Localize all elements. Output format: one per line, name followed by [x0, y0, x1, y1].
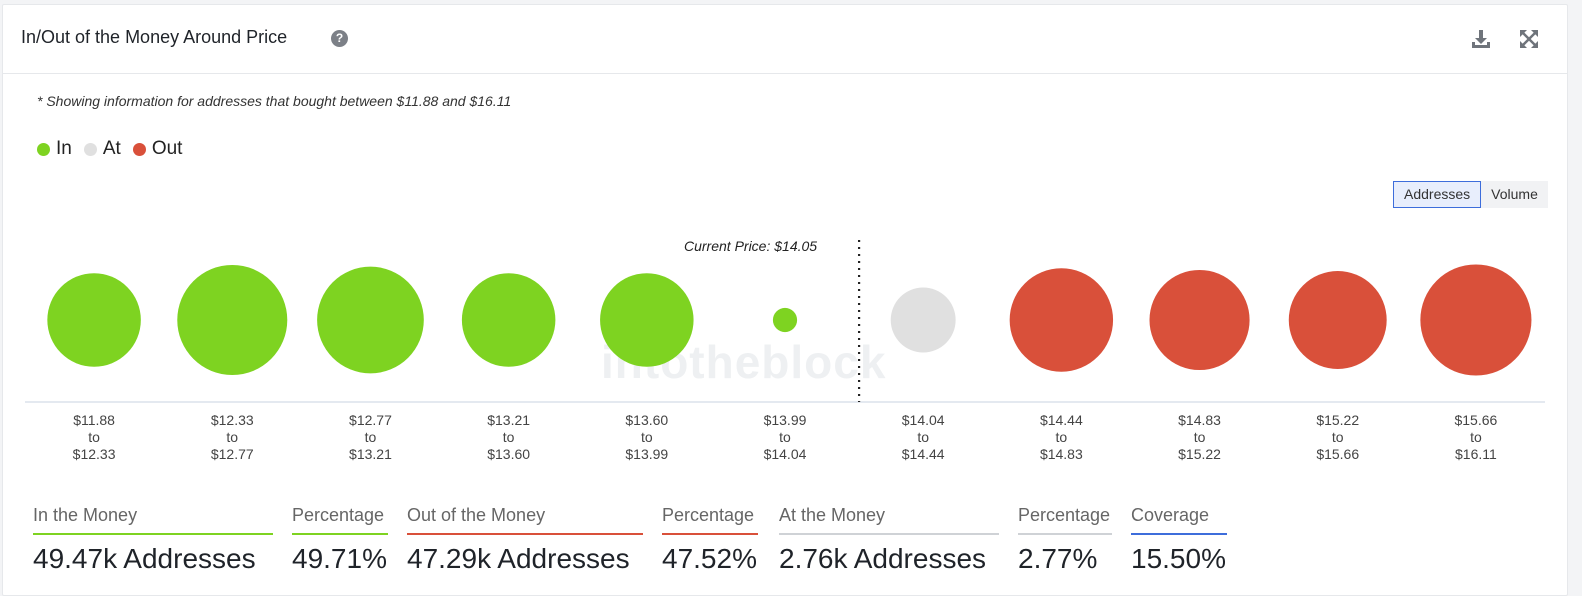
bubble-in[interactable]	[600, 273, 694, 367]
stat-value: 49.47k Addresses	[33, 543, 256, 574]
bucket-label: $15.66	[1316, 446, 1359, 462]
bucket-label: to	[226, 429, 238, 445]
stat-label: Percentage	[662, 505, 758, 535]
bucket-label: $15.22	[1178, 446, 1221, 462]
bucket-label: to	[1470, 429, 1482, 445]
bubble-in[interactable]	[47, 273, 141, 367]
stat-value: 15.50%	[1131, 543, 1226, 574]
stat-label: Out of the Money	[407, 505, 643, 535]
stat-label: Percentage	[1018, 505, 1112, 535]
stat-label: Percentage	[292, 505, 388, 535]
stat-value: 2.76k Addresses	[779, 543, 987, 574]
bucket-label: to	[1056, 429, 1068, 445]
chart-card: In/Out of the Money Around Price ? * Sho…	[2, 4, 1568, 596]
bucket-label: to	[1332, 429, 1344, 445]
bubble-at[interactable]	[890, 287, 956, 353]
bubble-out[interactable]	[1009, 268, 1114, 372]
bucket-label: $16.11	[1455, 446, 1497, 462]
legend-item-at[interactable]: At	[83, 138, 121, 160]
metric-toggle: Addresses Volume	[1393, 181, 1548, 208]
volume-toggle-button[interactable]: Volume	[1481, 181, 1548, 208]
stat-label: Coverage	[1131, 505, 1227, 535]
legend: In At Out	[37, 138, 194, 160]
bubble-in[interactable]	[317, 266, 424, 374]
bucket-label: $14.44	[902, 446, 945, 462]
bucket-label: $12.77	[211, 446, 254, 462]
bucket-label: $13.21	[349, 446, 392, 462]
stat-value: 47.29k Addresses	[407, 543, 630, 574]
bucket-label: $12.33	[73, 446, 116, 462]
bubble-out[interactable]	[1288, 271, 1387, 369]
legend-dot-out	[132, 142, 146, 156]
legend-label-at: At	[102, 138, 121, 159]
bucket-label: $13.60	[625, 412, 668, 428]
bucket-label: to	[917, 429, 929, 445]
bubble-out[interactable]	[1149, 269, 1250, 371]
bucket-label: $15.22	[1316, 412, 1359, 428]
download-icon[interactable]	[1469, 27, 1493, 51]
stat-value: 2.77%	[1018, 543, 1098, 574]
legend-dot-in	[37, 142, 50, 156]
bubble-in[interactable]	[461, 273, 556, 367]
stat-out-of-the-money: Out of the Money 47.29k Addresses	[407, 505, 643, 575]
bucket-label: $15.66	[1454, 412, 1497, 428]
stat-at-percentage: Percentage 2.77%	[1018, 505, 1112, 575]
addresses-toggle-button[interactable]: Addresses	[1393, 181, 1482, 208]
legend-label-out: Out	[151, 138, 183, 159]
bucket-label: $13.99	[764, 412, 807, 428]
stat-value: 47.52%	[662, 543, 757, 574]
bucket-label: $14.04	[764, 446, 807, 462]
stat-value: 49.71%	[292, 543, 387, 574]
bucket-label: to	[779, 429, 791, 445]
bucket-label: to	[641, 429, 653, 445]
bubble-out[interactable]	[1420, 264, 1532, 376]
bucket-label: $13.60	[487, 446, 530, 462]
bucket-label: $14.04	[902, 412, 945, 428]
bucket-label: $12.33	[211, 412, 254, 428]
bucket-label: to	[88, 429, 100, 445]
stat-out-percentage: Percentage 47.52%	[662, 505, 758, 575]
range-note: * Showing information for addresses that…	[37, 93, 512, 109]
current-price-label: Current Price: $14.05	[684, 238, 817, 254]
bucket-label: $11.88	[73, 412, 115, 428]
legend-item-in[interactable]: In	[37, 138, 72, 160]
legend-label-in: In	[56, 138, 72, 159]
bucket-label: $14.83	[1178, 412, 1221, 428]
legend-dot-at	[83, 142, 97, 156]
bucket-label: to	[365, 429, 377, 445]
stat-in-the-money: In the Money 49.47k Addresses	[33, 505, 273, 575]
expand-icon[interactable]	[1517, 27, 1541, 51]
bucket-label: $13.21	[487, 412, 530, 428]
bucket-label: $14.83	[1040, 446, 1083, 462]
stat-in-percentage: Percentage 49.71%	[292, 505, 388, 575]
bucket-label: $13.99	[625, 446, 668, 462]
stat-label: In the Money	[33, 505, 273, 535]
stat-label: At the Money	[779, 505, 999, 535]
stat-at-the-money: At the Money 2.76k Addresses	[779, 505, 999, 575]
card-title: In/Out of the Money Around Price	[21, 27, 288, 47]
bucket-label: to	[1194, 429, 1206, 445]
bubble-in[interactable]	[177, 265, 288, 375]
bubble-in[interactable]	[772, 307, 798, 333]
bucket-label: $14.44	[1040, 412, 1083, 428]
legend-item-out[interactable]: Out	[132, 138, 183, 160]
bucket-label: $12.77	[349, 412, 392, 428]
stat-coverage: Coverage 15.50%	[1131, 505, 1227, 575]
bubble-chart: $11.88to$12.33$12.33to$12.77$12.77to$13.…	[25, 238, 1545, 462]
card-header: In/Out of the Money Around Price ?	[3, 5, 1567, 74]
bucket-label: to	[503, 429, 515, 445]
stats-row: In the Money 49.47k Addresses Percentage…	[3, 505, 1567, 595]
help-icon[interactable]: ?	[331, 30, 348, 47]
